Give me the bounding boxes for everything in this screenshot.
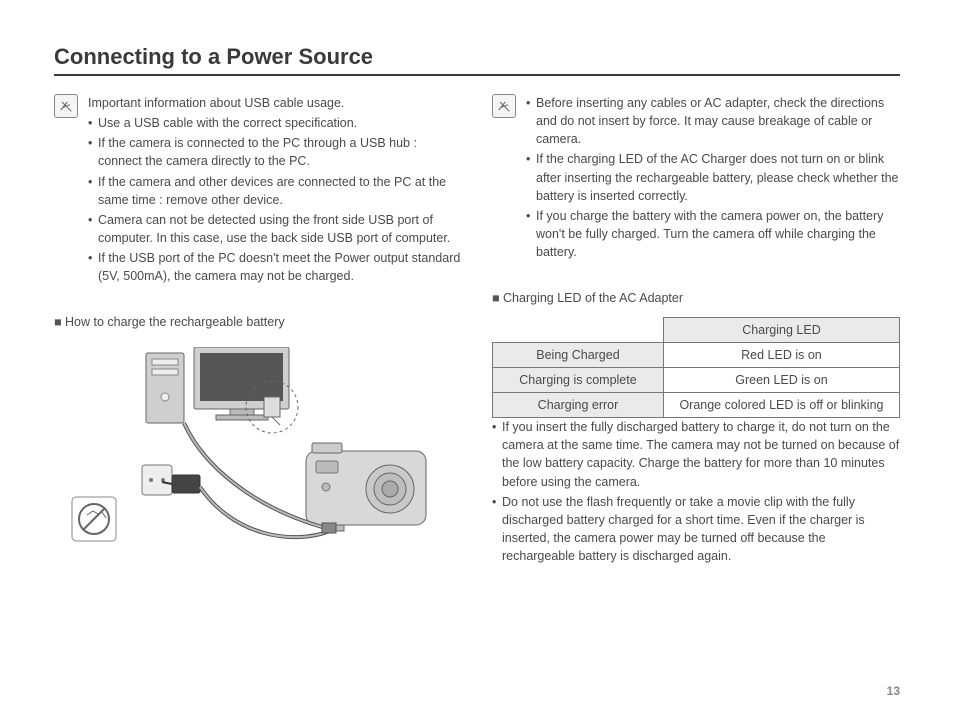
right-column: Before inserting any cables or AC adapte…: [492, 94, 900, 567]
left-bullets: Use a USB cable with the correct specifi…: [88, 114, 462, 285]
table-header: Charging LED: [663, 318, 899, 343]
left-bullet: Camera can not be detected using the fro…: [88, 211, 462, 247]
right-after-bullets: If you insert the fully discharged batte…: [492, 418, 900, 565]
left-bullet: If the USB port of the PC doesn't meet t…: [88, 249, 462, 285]
left-bullet: If the camera and other devices are conn…: [88, 173, 462, 209]
right-section-head: Charging LED of the AC Adapter: [492, 291, 900, 305]
right-bullet: If the charging LED of the AC Charger do…: [526, 150, 900, 204]
table-led: Orange colored LED is off or blinking: [663, 393, 899, 418]
table-state: Charging error: [493, 393, 664, 418]
right-after-bullet: If you insert the fully discharged batte…: [492, 418, 900, 491]
right-bullets: Before inserting any cables or AC adapte…: [526, 94, 900, 261]
left-bullet: Use a USB cable with the correct specifi…: [88, 114, 462, 132]
left-bullet: If the camera is connected to the PC thr…: [88, 134, 462, 170]
left-intro: Important information about USB cable us…: [88, 94, 462, 112]
page-title: Connecting to a Power Source: [54, 44, 900, 76]
right-after-bullet: Do not use the flash frequently or take …: [492, 493, 900, 566]
table-led: Red LED is on: [663, 343, 899, 368]
table-state: Being Charged: [493, 343, 664, 368]
left-column: Important information about USB cable us…: [54, 94, 462, 567]
page-number: 13: [887, 684, 900, 698]
charging-illustration: [54, 347, 444, 557]
charging-led-table: Charging LED Being Charged Red LED is on…: [492, 317, 900, 418]
table-row: Charging error Orange colored LED is off…: [493, 393, 900, 418]
right-bullet: Before inserting any cables or AC adapte…: [526, 94, 900, 148]
note-icon: [54, 94, 78, 118]
table-led: Green LED is on: [663, 368, 899, 393]
table-row: Being Charged Red LED is on: [493, 343, 900, 368]
left-section-head: How to charge the rechargeable battery: [54, 315, 462, 329]
note-icon: [492, 94, 516, 118]
right-bullet: If you charge the battery with the camer…: [526, 207, 900, 261]
table-row: Charging is complete Green LED is on: [493, 368, 900, 393]
table-state: Charging is complete: [493, 368, 664, 393]
